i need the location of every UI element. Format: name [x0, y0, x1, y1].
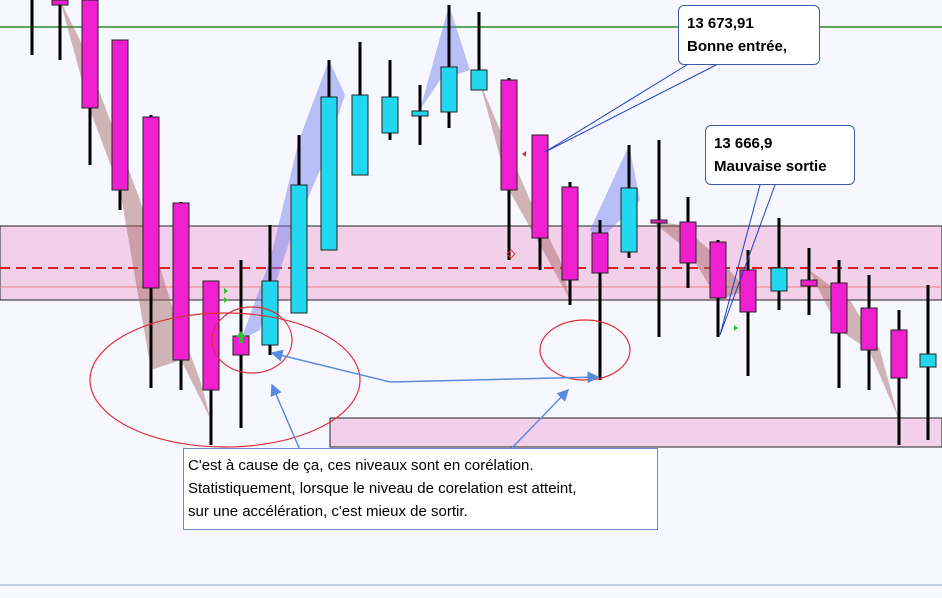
callout-price: 13 666,9 — [714, 135, 773, 152]
pointer — [544, 62, 691, 153]
zone-low — [329, 417, 942, 448]
candle-body — [620, 187, 638, 253]
callout-price: 13 673,91 — [687, 15, 754, 32]
candle-body — [81, 0, 99, 109]
pointer — [544, 62, 721, 153]
candle-body — [172, 202, 190, 361]
marker — [224, 288, 228, 303]
candle-body — [440, 66, 458, 113]
candle-body — [591, 232, 609, 274]
candle-body — [709, 241, 727, 299]
note-line: Statistiquement, lorsque le niveau de co… — [188, 480, 577, 497]
candle-body — [51, 0, 69, 6]
candle-body — [470, 69, 488, 91]
buy-arrow — [236, 331, 246, 343]
candle-body — [890, 329, 908, 379]
candle-body — [800, 279, 818, 287]
candle-body — [531, 134, 549, 239]
callout-label: Bonne entrée, — [687, 38, 788, 55]
callout: 13 673,91 Bonne entrée, — [678, 5, 820, 65]
arrow — [509, 388, 570, 451]
marker — [734, 325, 738, 331]
arrow — [270, 349, 391, 383]
candle-body — [919, 353, 937, 368]
circle — [539, 319, 631, 381]
candle-body — [770, 267, 788, 292]
pointers — [544, 62, 776, 336]
candle-body — [860, 307, 878, 351]
callout-label: Mauvaise sortie — [714, 158, 827, 175]
candle-body — [411, 110, 429, 117]
candle-body — [320, 96, 338, 251]
circle — [89, 312, 361, 448]
candle-body — [142, 116, 160, 289]
candle-body — [561, 186, 579, 281]
arrow — [389, 371, 600, 384]
note: C'est à cause de ça, ces niveaux sont en… — [183, 448, 658, 530]
marker — [506, 249, 516, 259]
circle — [211, 306, 293, 374]
candle-body — [351, 94, 369, 176]
ribbon — [420, 5, 470, 110]
arrow — [270, 383, 301, 451]
candle-body — [830, 282, 848, 334]
candle-body — [111, 39, 129, 191]
note-line: C'est à cause de ça, ces niveaux sont en… — [188, 457, 534, 474]
pointer — [719, 184, 761, 336]
candle-body — [739, 269, 757, 313]
candle-body — [650, 219, 668, 224]
candle-body — [261, 280, 279, 346]
callout: 13 666,9 Mauvaise sortie — [705, 125, 855, 185]
candle-body — [679, 221, 697, 264]
candle-body — [290, 184, 308, 314]
candle-body — [202, 280, 220, 391]
candle-body — [381, 96, 399, 134]
marker — [522, 151, 526, 157]
candle-body — [500, 79, 518, 191]
candles — [30, 0, 937, 445]
pointer — [719, 184, 776, 336]
note-line: sur une accélération, c'est mieux de sor… — [188, 503, 468, 520]
arrows — [270, 349, 600, 451]
